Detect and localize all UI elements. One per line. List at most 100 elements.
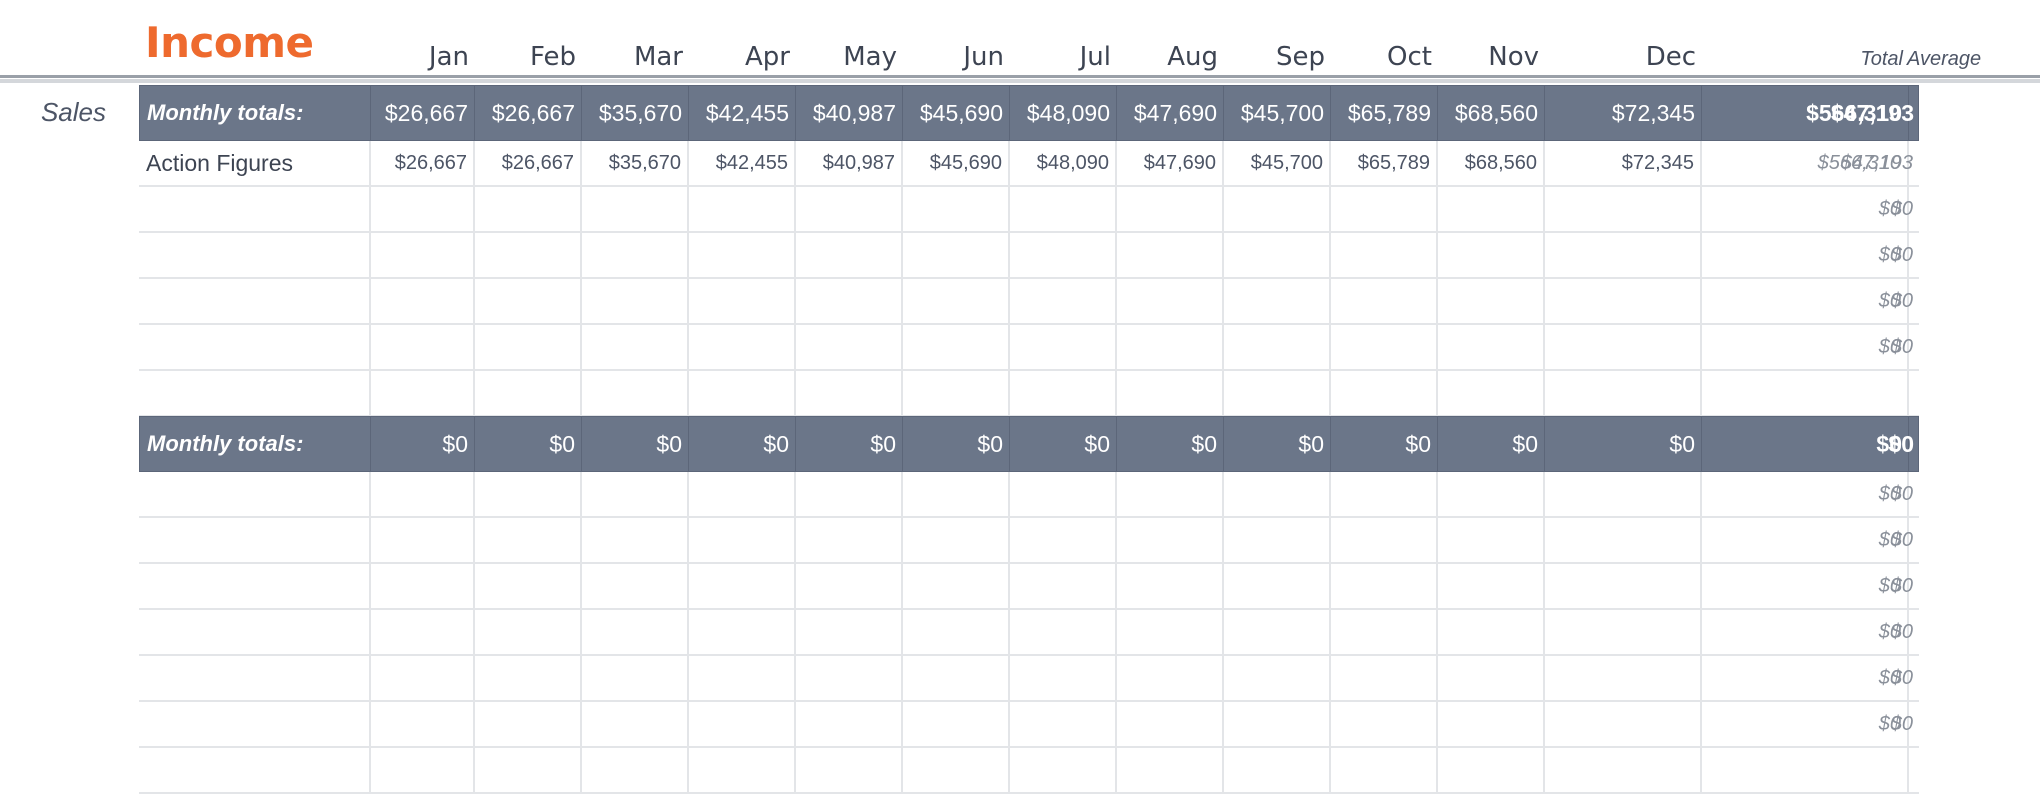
month-value-cell[interactable] (580, 472, 687, 516)
month-value-cell[interactable] (1222, 187, 1329, 231)
month-value-cell[interactable] (794, 279, 901, 323)
month-value-cell[interactable] (1436, 325, 1543, 369)
row-label-cell[interactable] (139, 748, 369, 792)
month-value-cell[interactable] (1008, 564, 1115, 608)
month-value-cell[interactable] (1008, 472, 1115, 516)
month-value-cell[interactable] (1115, 371, 1222, 415)
row-label-cell[interactable] (139, 656, 369, 700)
month-value-cell[interactable] (794, 187, 901, 231)
month-value-cell[interactable] (369, 371, 473, 415)
month-value-cell[interactable] (794, 518, 901, 562)
month-value-cell[interactable]: $35,670 (580, 141, 687, 185)
month-value-cell[interactable] (901, 610, 1008, 654)
month-value-cell[interactable] (1008, 279, 1115, 323)
month-value-cell[interactable] (1436, 702, 1543, 746)
month-value-cell[interactable] (1222, 279, 1329, 323)
month-value-cell[interactable] (1329, 702, 1436, 746)
month-value-cell[interactable] (1008, 518, 1115, 562)
month-value-cell[interactable] (580, 564, 687, 608)
month-value-cell[interactable] (901, 702, 1008, 746)
month-value-cell[interactable] (794, 656, 901, 700)
month-value-cell[interactable] (1543, 279, 1700, 323)
month-value-cell[interactable] (369, 233, 473, 277)
month-value-cell[interactable] (1008, 656, 1115, 700)
month-value-cell[interactable] (580, 325, 687, 369)
month-value-cell[interactable] (1436, 279, 1543, 323)
month-value-cell[interactable] (901, 472, 1008, 516)
row-label-cell[interactable] (139, 564, 369, 608)
month-value-cell[interactable] (1222, 518, 1329, 562)
month-value-cell[interactable] (794, 702, 901, 746)
month-value-cell[interactable] (687, 656, 794, 700)
month-value-cell[interactable] (794, 610, 901, 654)
month-value-cell[interactable] (473, 187, 580, 231)
month-value-cell[interactable] (473, 472, 580, 516)
month-value-cell[interactable] (687, 472, 794, 516)
month-value-cell[interactable] (1115, 702, 1222, 746)
month-value-cell[interactable] (1543, 472, 1700, 516)
month-value-cell[interactable] (1436, 518, 1543, 562)
month-value-cell[interactable] (1329, 472, 1436, 516)
month-value-cell[interactable] (687, 748, 794, 792)
month-value-cell[interactable] (1115, 187, 1222, 231)
month-value-cell[interactable] (687, 371, 794, 415)
month-value-cell[interactable] (1329, 187, 1436, 231)
month-value-cell[interactable] (1115, 656, 1222, 700)
month-value-cell[interactable] (1222, 610, 1329, 654)
month-value-cell[interactable] (369, 518, 473, 562)
month-value-cell[interactable] (369, 610, 473, 654)
month-value-cell[interactable] (1543, 610, 1700, 654)
month-value-cell[interactable] (1222, 702, 1329, 746)
month-value-cell[interactable] (687, 610, 794, 654)
month-value-cell[interactable] (369, 279, 473, 323)
month-value-cell[interactable] (1436, 187, 1543, 231)
month-value-cell[interactable] (794, 472, 901, 516)
month-value-cell[interactable] (580, 702, 687, 746)
month-value-cell[interactable] (901, 325, 1008, 369)
month-value-cell[interactable] (473, 518, 580, 562)
month-value-cell[interactable] (1222, 656, 1329, 700)
month-value-cell[interactable]: $26,667 (369, 141, 473, 185)
month-value-cell[interactable] (580, 371, 687, 415)
month-value-cell[interactable] (901, 656, 1008, 700)
month-value-cell[interactable] (1008, 233, 1115, 277)
month-value-cell[interactable] (1543, 656, 1700, 700)
month-value-cell[interactable] (369, 748, 473, 792)
month-value-cell[interactable] (1329, 518, 1436, 562)
row-label-cell[interactable] (139, 187, 369, 231)
month-value-cell[interactable] (1543, 564, 1700, 608)
month-value-cell[interactable] (1008, 748, 1115, 792)
month-value-cell[interactable] (687, 279, 794, 323)
month-value-cell[interactable] (1115, 518, 1222, 562)
month-value-cell[interactable]: $47,690 (1115, 141, 1222, 185)
month-value-cell[interactable] (687, 518, 794, 562)
month-value-cell[interactable] (473, 325, 580, 369)
month-value-cell[interactable] (1222, 472, 1329, 516)
month-value-cell[interactable] (580, 187, 687, 231)
month-value-cell[interactable] (1543, 187, 1700, 231)
month-value-cell[interactable] (1436, 564, 1543, 608)
month-value-cell[interactable] (1115, 279, 1222, 323)
month-value-cell[interactable]: $65,789 (1329, 141, 1436, 185)
month-value-cell[interactable] (687, 233, 794, 277)
month-value-cell[interactable] (794, 748, 901, 792)
month-value-cell[interactable] (1329, 325, 1436, 369)
month-value-cell[interactable] (901, 279, 1008, 323)
month-value-cell[interactable] (369, 187, 473, 231)
month-value-cell[interactable] (901, 518, 1008, 562)
month-value-cell[interactable] (1436, 472, 1543, 516)
month-value-cell[interactable] (1222, 233, 1329, 277)
month-value-cell[interactable] (369, 702, 473, 746)
month-value-cell[interactable] (1543, 702, 1700, 746)
month-value-cell[interactable]: $72,345 (1543, 141, 1700, 185)
month-value-cell[interactable] (687, 702, 794, 746)
month-value-cell[interactable]: $26,667 (473, 141, 580, 185)
month-value-cell[interactable] (1115, 325, 1222, 369)
month-value-cell[interactable] (1436, 233, 1543, 277)
row-label-cell[interactable] (139, 371, 369, 415)
month-value-cell[interactable] (1008, 325, 1115, 369)
month-value-cell[interactable] (1436, 748, 1543, 792)
month-value-cell[interactable] (369, 564, 473, 608)
row-label-cell[interactable] (139, 702, 369, 746)
month-value-cell[interactable] (1543, 518, 1700, 562)
